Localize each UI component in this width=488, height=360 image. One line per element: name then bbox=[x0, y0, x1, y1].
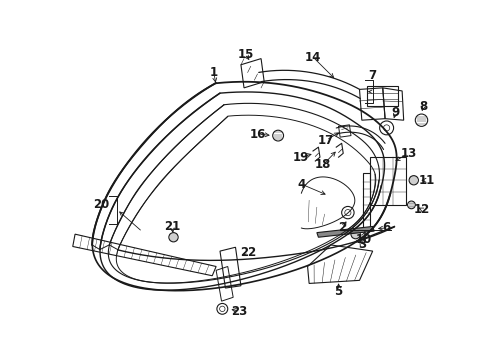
Text: 22: 22 bbox=[240, 246, 256, 259]
Text: 11: 11 bbox=[418, 174, 434, 187]
Polygon shape bbox=[316, 226, 373, 237]
Text: 21: 21 bbox=[163, 220, 180, 233]
Text: 16: 16 bbox=[249, 127, 265, 140]
Text: 13: 13 bbox=[399, 147, 416, 160]
Text: 20: 20 bbox=[93, 198, 109, 211]
Text: 1: 1 bbox=[209, 66, 218, 79]
Text: 23: 23 bbox=[231, 305, 247, 318]
Text: 4: 4 bbox=[297, 177, 305, 190]
Text: 7: 7 bbox=[368, 69, 376, 82]
Text: 17: 17 bbox=[317, 134, 334, 147]
Text: 9: 9 bbox=[391, 106, 399, 119]
Text: 2: 2 bbox=[338, 221, 346, 234]
Text: 3: 3 bbox=[357, 238, 365, 251]
Text: 6: 6 bbox=[382, 221, 390, 234]
Text: 15: 15 bbox=[237, 48, 253, 61]
Text: 19: 19 bbox=[293, 150, 309, 164]
Text: 12: 12 bbox=[413, 203, 429, 216]
Text: 10: 10 bbox=[354, 233, 371, 246]
Text: 18: 18 bbox=[314, 158, 330, 171]
Text: 8: 8 bbox=[418, 100, 427, 113]
Text: 5: 5 bbox=[334, 285, 342, 298]
Text: 14: 14 bbox=[304, 50, 321, 64]
